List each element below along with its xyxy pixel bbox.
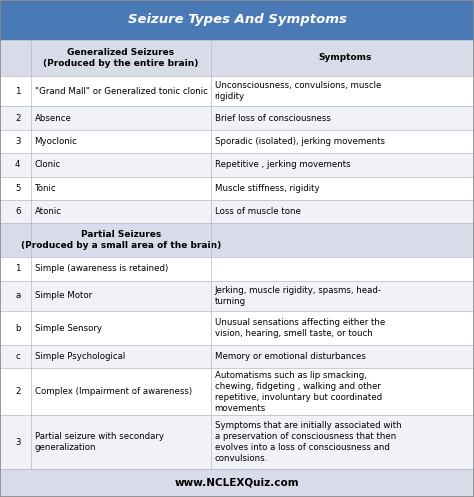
- Bar: [0, 281, 474, 311]
- Text: Symptoms that are initially associated with
a preservation of consciousness that: Symptoms that are initially associated w…: [215, 421, 401, 463]
- Text: Absence: Absence: [35, 114, 72, 123]
- Text: Muscle stiffness, rigidity: Muscle stiffness, rigidity: [215, 184, 319, 193]
- Text: Simple (awareness is retained): Simple (awareness is retained): [35, 264, 168, 273]
- Text: 1: 1: [15, 264, 20, 273]
- Bar: [0, 368, 474, 415]
- Text: 1: 1: [15, 86, 20, 96]
- Text: b: b: [15, 324, 20, 332]
- Text: Unconsciousness, convulsions, muscle
rigidity: Unconsciousness, convulsions, muscle rig…: [215, 81, 381, 101]
- Bar: [0, 223, 474, 257]
- Bar: [0, 153, 474, 176]
- Bar: [0, 345, 474, 368]
- Text: 2: 2: [15, 387, 20, 396]
- Bar: [0, 106, 474, 130]
- Bar: [0, 130, 474, 153]
- Text: Complex (Impairment of awareness): Complex (Impairment of awareness): [35, 387, 191, 396]
- Text: Simple Motor: Simple Motor: [35, 291, 92, 300]
- Bar: [0, 0, 474, 40]
- Text: Partial Seizures
(Produced by a small area of the brain): Partial Seizures (Produced by a small ar…: [21, 230, 221, 250]
- Bar: [0, 40, 474, 76]
- Text: Atonic: Atonic: [35, 207, 62, 216]
- Text: Seizure Types And Symptoms: Seizure Types And Symptoms: [128, 13, 346, 26]
- Bar: [0, 311, 474, 345]
- Text: Memory or emotional disturbances: Memory or emotional disturbances: [215, 352, 365, 361]
- Text: Automatisms such as lip smacking,
chewing, fidgeting , walking and other
repetit: Automatisms such as lip smacking, chewin…: [215, 371, 382, 413]
- Text: a: a: [15, 291, 20, 300]
- Text: 2: 2: [15, 114, 20, 123]
- Text: Loss of muscle tone: Loss of muscle tone: [215, 207, 301, 216]
- Text: Repetitive , jerking movements: Repetitive , jerking movements: [215, 161, 350, 169]
- Text: Simple Psychological: Simple Psychological: [35, 352, 125, 361]
- Bar: [0, 76, 474, 106]
- Bar: [0, 469, 474, 497]
- Bar: [0, 176, 474, 200]
- Text: "Grand Mall" or Generalized tonic clonic: "Grand Mall" or Generalized tonic clonic: [35, 86, 208, 96]
- Text: Myoclonic: Myoclonic: [35, 137, 77, 146]
- Text: 3: 3: [15, 137, 20, 146]
- Bar: [0, 257, 474, 281]
- Text: Generalized Seizures
(Produced by the entire brain): Generalized Seizures (Produced by the en…: [43, 48, 199, 68]
- Text: Tonic: Tonic: [35, 184, 56, 193]
- Text: 5: 5: [15, 184, 20, 193]
- Bar: [5, 40, 31, 76]
- Text: Clonic: Clonic: [35, 161, 61, 169]
- Text: Simple Sensory: Simple Sensory: [35, 324, 101, 332]
- Bar: [0, 415, 474, 469]
- Text: Brief loss of consciousness: Brief loss of consciousness: [215, 114, 330, 123]
- Text: www.NCLEXQuiz.com: www.NCLEXQuiz.com: [175, 478, 299, 488]
- Text: 3: 3: [15, 437, 20, 446]
- Text: Partial seizure with secondary
generalization: Partial seizure with secondary generaliz…: [35, 432, 164, 452]
- Text: Jerking, muscle rigidity, spasms, head-
turning: Jerking, muscle rigidity, spasms, head- …: [215, 286, 382, 306]
- Text: Sporadic (isolated), jerking movements: Sporadic (isolated), jerking movements: [215, 137, 385, 146]
- Text: 4: 4: [15, 161, 20, 169]
- Text: 6: 6: [15, 207, 20, 216]
- Text: Symptoms: Symptoms: [318, 53, 372, 63]
- Text: c: c: [15, 352, 20, 361]
- Text: Unusual sensations affecting either the
vision, hearing, smell taste, or touch: Unusual sensations affecting either the …: [215, 318, 385, 338]
- Bar: [0, 200, 474, 223]
